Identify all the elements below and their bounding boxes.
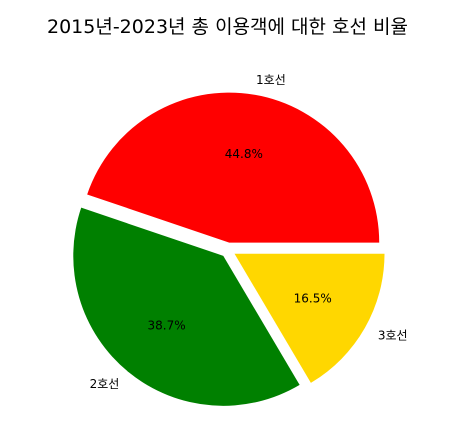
pie-percent-label-2: 38.7%	[147, 319, 185, 333]
pie-category-label-3: 3호선	[378, 328, 408, 342]
pie-percent-label-3: 16.5%	[294, 291, 332, 305]
pie-category-label-2: 2호선	[90, 377, 120, 391]
pie-slice-1	[87, 92, 380, 243]
pie-slice-3	[234, 253, 385, 383]
pie-percent-label-1: 44.8%	[225, 147, 263, 161]
pie-category-label-1: 1호선	[256, 73, 286, 87]
chart-title: 2015년-2023년 총 이용객에 대한 호선 비율	[46, 16, 408, 38]
pie-wedges	[73, 92, 385, 406]
pie-labels: 44.8% 1호선 38.7% 2호선 16.5% 3호선	[90, 73, 408, 391]
pie-slice-2	[73, 207, 300, 406]
